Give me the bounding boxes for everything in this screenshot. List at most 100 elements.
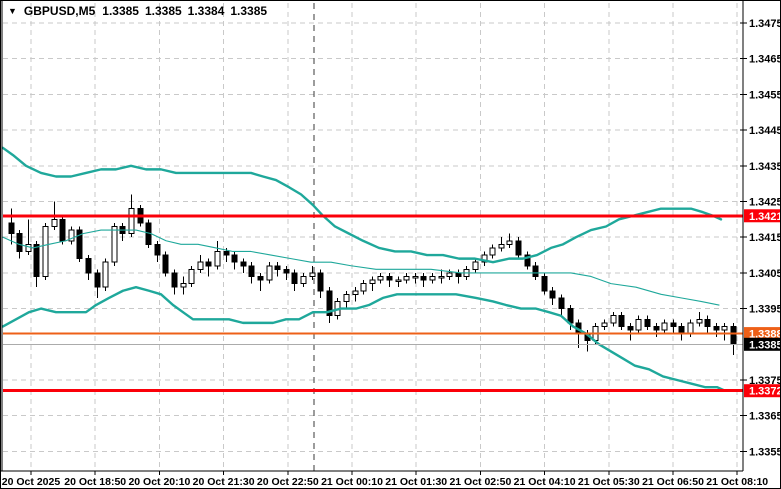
price-tick-label: 1.3445 <box>749 125 781 137</box>
bull-candle-body <box>309 272 316 277</box>
bear-candle-body <box>171 272 178 288</box>
resistance-line-1-3421-marker <box>744 209 780 223</box>
bull-candle-body <box>395 279 402 283</box>
time-tick-label: 20 Oct 18:50 <box>64 476 126 488</box>
high-value: 1.3385 <box>144 4 182 18</box>
bear-candle-body <box>730 325 737 345</box>
bull-candle-body <box>610 315 617 324</box>
bull-candle-body <box>635 318 642 331</box>
bull-candle-body <box>721 325 728 331</box>
time-tick-label: 21 Oct 01:30 <box>385 476 447 488</box>
time-tick-label: 21 Oct 04:10 <box>514 476 576 488</box>
orange-level-1-3388-marker-label: 1.3388 <box>749 329 781 341</box>
bull-candle-body <box>481 254 488 263</box>
bull-candle-body <box>360 283 367 292</box>
bollinger-bands <box>1 146 727 392</box>
price-tick-label: 1.3365 <box>749 411 781 423</box>
current-price-1-3385-marker-label: 1.3385 <box>749 339 781 351</box>
low-value: 1.3384 <box>187 4 225 18</box>
price-tick-label: 1.3455 <box>749 89 781 101</box>
bear-candle-body <box>231 254 238 263</box>
ohlc-values: 1.3385 1.3385 1.3384 1.3385 <box>102 4 267 18</box>
bear-candle-body <box>223 250 230 256</box>
bull-candle-body <box>438 275 445 279</box>
time-tick-label: 20 Oct 22:50 <box>257 476 319 488</box>
bull-candle-body <box>498 243 505 249</box>
bear-candle-body <box>94 272 101 288</box>
bull-candle-body <box>696 318 703 324</box>
time-tick-label: 21 Oct 00:10 <box>321 476 383 488</box>
bear-candle-body <box>618 315 625 327</box>
bear-candle-body <box>317 272 324 292</box>
bear-candle-body <box>455 272 462 277</box>
time-tick-label: 20 Oct 21:30 <box>193 476 255 488</box>
time-tick-label: 20 Oct 2025 <box>2 476 61 488</box>
orange-level-1-3388-marker <box>744 327 780 341</box>
bull-candle-body <box>352 290 359 295</box>
bull-candle-body <box>489 247 496 256</box>
price-axis[interactable]: 1.34751.34651.34551.34451.34351.34251.34… <box>740 18 781 458</box>
chart-title-bar: ▼ GBPUSD,M5 1.3385 1.3385 1.3384 1.3385 <box>8 4 267 18</box>
bull-candle-body <box>68 229 75 242</box>
horizontal-levels[interactable] <box>3 214 743 393</box>
bear-candle-body <box>240 261 247 267</box>
close-value: 1.3385 <box>230 4 268 18</box>
bear-candle-body <box>515 240 522 256</box>
bear-candle-body <box>205 261 212 267</box>
time-tick-label: 21 Oct 05:30 <box>578 476 640 488</box>
bull-candle-body <box>687 322 694 335</box>
bear-candle-body <box>627 325 634 331</box>
price-tick-label: 1.3465 <box>749 54 781 66</box>
bear-candle-body <box>644 318 651 327</box>
symbol-period-label: GBPUSD,M5 <box>23 4 96 18</box>
bear-candle-body <box>8 222 15 235</box>
bull-candle-body <box>188 268 195 285</box>
bull-candle-body <box>102 261 109 288</box>
bull-candle-body <box>369 279 376 285</box>
bull-candle-body <box>661 322 668 331</box>
time-axis[interactable]: 20 Oct 2025 20 Oct 18:50 20 Oct 20:10 20 Oc… <box>2 471 768 488</box>
axes <box>1 1 744 472</box>
bull-candle-body <box>42 225 49 277</box>
bear-candle-body <box>85 258 92 274</box>
bear-candle-body <box>59 218 66 242</box>
bull-candle-body <box>51 218 58 227</box>
bull-candle-body <box>214 250 221 267</box>
bear-candle-body <box>678 325 685 335</box>
bear-candle-body <box>420 275 427 281</box>
bear-candle-body <box>541 275 548 292</box>
support-line-1-3372-marker-label: 1.3372 <box>749 386 781 398</box>
dropdown-arrow-icon[interactable]: ▼ <box>8 5 17 16</box>
price-tick-label: 1.3375 <box>749 375 781 387</box>
bear-candle-body <box>326 290 333 317</box>
current-price-1-3385-marker <box>744 337 780 351</box>
price-tick-label: 1.3475 <box>749 18 781 30</box>
bull-candle-body <box>601 322 608 327</box>
price-tick-label: 1.3355 <box>749 446 781 458</box>
bull-candle-body <box>403 275 410 281</box>
bull-candle-body <box>412 275 419 279</box>
bear-candle-body <box>558 297 565 310</box>
bear-candle-body <box>257 275 264 281</box>
time-tick-label: 21 Oct 08:10 <box>706 476 768 488</box>
time-tick-label: 20 Oct 20:10 <box>128 476 190 488</box>
bear-candle-body <box>16 233 23 252</box>
time-tick-label: 21 Oct 02:50 <box>449 476 511 488</box>
bull-candle-body <box>300 275 307 285</box>
bear-candle-body <box>704 318 711 327</box>
bear-candle-body <box>274 265 281 270</box>
bollinger-upper-band <box>1 146 723 264</box>
bear-candle-body <box>33 243 40 277</box>
bear-candle-body <box>670 322 677 327</box>
time-tick-label: 21 Oct 06:50 <box>642 476 704 488</box>
bear-candle-body <box>283 268 290 274</box>
bear-candle-body <box>713 325 720 331</box>
price-tick-label: 1.3405 <box>749 268 781 280</box>
bull-candle-body <box>111 225 118 263</box>
bull-candle-body <box>446 272 453 277</box>
bull-candle-body <box>128 208 135 235</box>
price-tick-label: 1.3415 <box>749 232 781 244</box>
